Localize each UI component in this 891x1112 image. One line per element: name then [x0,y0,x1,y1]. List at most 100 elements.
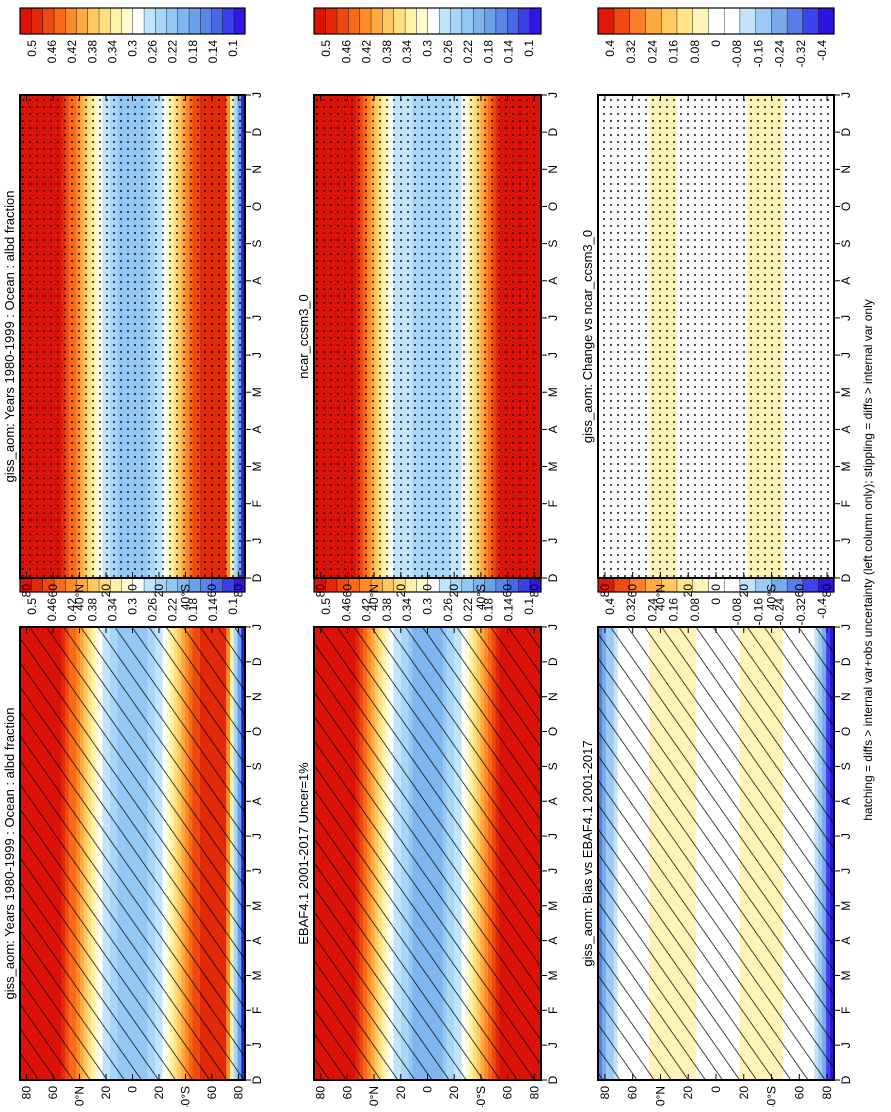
month-tick-label: M [839,971,853,981]
colorbar-tick-label: 0.1 [226,598,240,615]
month-tick-label: N [250,165,264,174]
month-tick-label: J [839,868,853,874]
colorbar-frame [19,7,246,35]
month-tick-label: D [546,573,560,582]
colorbar-tick-label: 0.24 [645,40,659,64]
month-tick-label: A [839,797,853,805]
colorbar-tick-label: -0.32 [794,598,808,626]
month-tick-label: J [546,352,560,358]
month-tick-label: D [250,573,264,582]
month-tick-label: J [546,833,560,839]
panel-title: ncar_ccsm3_0 [296,294,311,379]
colorbar-tick-label: 0.32 [624,40,638,64]
colorbar-tick-label: 0 [709,40,723,47]
colorbar-tick-label: 0.3 [421,598,435,615]
colorbar-tick-label: 0.42 [65,598,79,622]
colorbar-tick-label: 0.26 [441,40,455,64]
month-tick-label: J [250,352,264,358]
month-tick-label: D [839,573,853,582]
month-tick-label: A [839,425,853,433]
footnote-text: hatching = diffs > internal var+obs unce… [861,299,875,821]
colorbar-tick-label: 0.46 [339,598,353,622]
lat-tick-label: 80 [231,584,245,598]
colorbar-tick-label: 0.46 [339,40,353,64]
colorbar-tick-label: -0.16 [751,40,765,68]
colorbar-tick-label: 0.46 [45,598,59,622]
month-tick-label: M [839,387,853,397]
colorbar-tick-label: 0.46 [45,40,59,64]
lat-tick-label: 60 [626,584,640,598]
month-tick-label: N [839,692,853,701]
month-tick-label: F [250,500,264,507]
colorbar-tick-label: 0.38 [85,40,99,64]
lat-tick-label: 80 [820,584,834,598]
colorbar-tick-label: 0.22 [166,598,180,622]
panel-3: 80 60 40°N 20 0 20 40°S 60 80 D J F M A M J J A S O N D Jgiss_… [580,565,853,1112]
lat-tick-label: 80 [527,584,541,598]
colorbar-tick-label: 0.38 [85,598,99,622]
colorbar-tick-label: 0.08 [688,598,702,622]
month-tick-label: J [250,315,264,321]
lat-tick-label: 40°N [654,584,668,611]
colorbar: 0.5 0.46 0.42 0.38 0.34 0.3 0.26 0.22 0.18 0.14 0.… [19,7,246,64]
month-tick-label: M [250,462,264,472]
panel-1: 80 60 40°N 20 0 20 40°S 60 80 D J F M A M J J A S O N D Jgiss_… [2,565,264,1112]
month-tick-label: N [546,165,560,174]
colorbar-tick-label: 0.32 [624,598,638,622]
lat-tick-label: 20 [681,584,695,598]
month-tick-label: A [839,277,853,285]
month-tick-label: M [546,387,560,397]
colorbar-tick-label: -0.32 [794,40,808,68]
month-tick-label: J [546,92,560,98]
month-tick-label: D [839,128,853,137]
month-tick-label: D [250,657,264,666]
month-tick-label: A [546,797,560,805]
month-tick-label: M [546,971,560,981]
lat-tick-label: 80 [598,584,612,598]
lat-tick-label: 80 [314,1086,328,1100]
hatch-overlay [314,627,541,1080]
colorbar-tick-label: 0.26 [441,598,455,622]
panel-title: EBAF4.1 2001-2017 Uncer=1% [296,762,311,945]
lat-tick-label: 80 [598,1086,612,1100]
panel-6: 80 60 40°N 20 0 20 40°S 60 80 D J F M A M J J A S O N D Jgiss_… [580,7,853,611]
month-tick-label: M [250,901,264,911]
lat-tick-label: 40°S [765,1086,779,1107]
colorbar-tick-label: -0.4 [815,40,829,61]
panel-title: giss_aom: Change vs ncar_ccsm3_0 [580,230,595,443]
lat-tick-label: 60 [792,584,806,598]
month-tick-label: N [839,165,853,174]
colorbar-tick-label: 0.18 [186,40,200,64]
colorbar-tick-label: 0.4 [603,598,617,615]
colorbar-tick-label: 0.42 [65,40,79,64]
lat-tick-label: 60 [792,1086,806,1100]
month-tick-label: J [839,92,853,98]
colorbar-tick-label: 0.26 [146,598,160,622]
colorbar-tick-label: 0.3 [126,40,140,57]
lat-tick-label: 80 [231,1086,245,1100]
month-tick-label: J [250,833,264,839]
month-tick-label: M [250,971,264,981]
lat-tick-label: 20 [152,584,166,598]
lat-tick-label: 60 [501,584,515,598]
month-tick-label: J [250,868,264,874]
lat-tick-label: 80 [820,1086,834,1100]
month-tick-label: D [839,657,853,666]
month-tick-label: D [546,657,560,666]
colorbar-tick-label: 0.5 [319,598,333,615]
month-tick-label: J [839,538,853,544]
lat-tick-label: 80 [20,584,34,598]
colorbar-tick-label: 0.4 [603,40,617,57]
month-tick-label: F [546,500,560,507]
month-tick-label: J [546,1042,560,1048]
lat-tick-label: 0 [126,1086,140,1093]
lat-tick-label: 40°N [367,1086,381,1107]
colorbar-tick-label: 0.34 [400,598,414,622]
colorbar-tick-label: 0.14 [206,598,220,622]
month-tick-label: F [839,500,853,507]
lat-tick-label: 20 [681,1086,695,1100]
month-tick-label: O [546,727,560,736]
lat-tick-label: 80 [20,1086,34,1100]
